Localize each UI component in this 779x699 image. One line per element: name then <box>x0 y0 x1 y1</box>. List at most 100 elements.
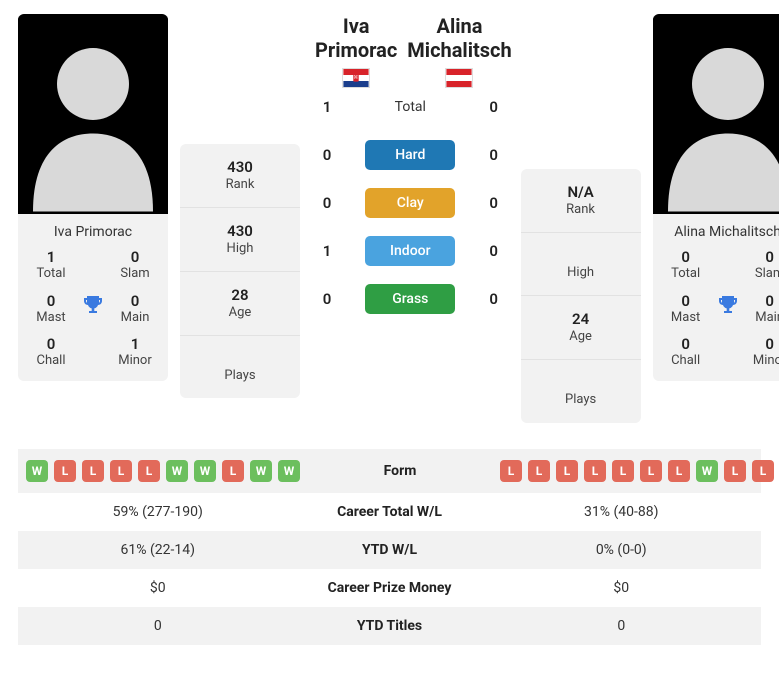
compare-table: WLLLLWWLWWFormLLLLLLLWLL59% (277-190)Car… <box>18 449 761 645</box>
form-loss-chip: L <box>222 460 244 482</box>
form-loss-chip: L <box>528 460 550 482</box>
form-loss-chip: L <box>752 460 774 482</box>
right-player-photo <box>653 14 779 214</box>
compare-right-value: 0% (0-0) <box>490 542 754 558</box>
left-big-name: Iva Primorac <box>312 14 400 62</box>
h2h-label: Grass <box>365 284 455 314</box>
top-section: Iva Primorac 1Total 0Slam 0Mast 0Main 0C… <box>18 14 761 423</box>
compare-label: YTD W/L <box>290 542 490 558</box>
compare-label: YTD Titles <box>290 618 490 634</box>
center-column: Iva Primorac Alina Michalitsch <box>312 14 509 314</box>
left-mast: 0Mast <box>36 292 65 326</box>
avatar-silhouette-icon <box>653 14 779 214</box>
h2h-row-grass: 0 Grass 0 <box>312 284 509 314</box>
form-win-chip: W <box>250 460 272 482</box>
form-loss-chip: L <box>54 460 76 482</box>
right-titles-grid: 0Total 0Slam 0Mast 0Main 0Chall 0Minor <box>653 248 779 381</box>
left-stat-card: 430Rank 430High 28Age Plays <box>180 144 300 398</box>
h2h-row-total: 1 Total 0 <box>312 92 509 122</box>
compare-right-value: $0 <box>490 580 754 596</box>
avatar-silhouette-icon <box>18 14 168 214</box>
compare-left-value: WLLLLWWLWW <box>26 460 300 482</box>
h2h-label: Hard <box>365 140 455 170</box>
right-main: 0Main <box>755 292 779 326</box>
left-total: 1Total <box>36 248 65 282</box>
left-chall: 0Chall <box>36 335 65 369</box>
compare-left-value: 61% (22-14) <box>26 542 290 558</box>
h2h-right-value: 0 <box>489 242 498 260</box>
left-plays: Plays <box>180 336 300 398</box>
left-rank: 430Rank <box>180 144 300 208</box>
form-loss-chip: L <box>110 460 132 482</box>
right-player-card: Alina Michalitsch 0Total 0Slam 0Mast 0Ma… <box>653 14 779 381</box>
compare-label: Form <box>300 463 500 479</box>
left-titles-grid: 1Total 0Slam 0Mast 0Main 0Chall 1Minor <box>18 248 168 381</box>
name-row: Iva Primorac Alina Michalitsch <box>312 14 509 88</box>
left-player-photo <box>18 14 168 214</box>
trophy-icon <box>81 294 105 322</box>
compare-left-value: $0 <box>26 580 290 596</box>
right-mast: 0Mast <box>671 292 700 326</box>
form-loss-chip: L <box>640 460 662 482</box>
compare-row: 59% (277-190)Career Total W/L31% (40-88) <box>18 493 761 531</box>
right-name-block: Alina Michalitsch <box>410 14 508 88</box>
h2h-table: 1 Total 0 0 Hard 0 0 Clay 0 1 Indoor 0 0 Grass 0 <box>312 92 509 314</box>
h2h-left-value: 0 <box>323 194 332 212</box>
compare-left-value: 0 <box>26 618 290 634</box>
compare-row: 0YTD Titles0 <box>18 607 761 645</box>
compare-label: Career Prize Money <box>290 580 490 596</box>
compare-row: 61% (22-14)YTD W/L0% (0-0) <box>18 531 761 569</box>
right-total: 0Total <box>671 248 700 282</box>
form-loss-chip: L <box>556 460 578 482</box>
compare-right-value: 31% (40-88) <box>490 504 754 520</box>
compare-right-value: 0 <box>490 618 754 634</box>
h2h-label: Clay <box>365 188 455 218</box>
form-loss-chip: L <box>724 460 746 482</box>
right-minor: 0Minor <box>753 335 779 369</box>
h2h-left-value: 1 <box>323 242 332 260</box>
compare-right-value: LLLLLLLWLL <box>500 460 774 482</box>
left-name-block: Iva Primorac <box>312 14 400 88</box>
austria-flag-icon <box>445 68 473 88</box>
left-minor: 1Minor <box>118 335 152 369</box>
form-loss-chip: L <box>82 460 104 482</box>
form-list: LLLLLLLWLL <box>500 460 774 482</box>
left-slam: 0Slam <box>120 248 149 282</box>
h2h-left-value: 0 <box>323 146 332 164</box>
form-win-chip: W <box>278 460 300 482</box>
right-plays: Plays <box>521 360 641 422</box>
h2h-label: Indoor <box>365 236 455 266</box>
right-slam: 0Slam <box>755 248 779 282</box>
right-big-name: Alina Michalitsch <box>407 14 511 62</box>
form-win-chip: W <box>194 460 216 482</box>
compare-row: $0Career Prize Money$0 <box>18 569 761 607</box>
h2h-right-value: 0 <box>489 194 498 212</box>
form-loss-chip: L <box>138 460 160 482</box>
compare-row: WLLLLWWLWWFormLLLLLLLWLL <box>18 449 761 493</box>
h2h-row-hard: 0 Hard 0 <box>312 140 509 170</box>
form-win-chip: W <box>696 460 718 482</box>
h2h-label: Total <box>365 92 455 122</box>
right-rank: N/ARank <box>521 169 641 233</box>
trophy-icon <box>716 294 740 322</box>
h2h-row-clay: 0 Clay 0 <box>312 188 509 218</box>
right-chall: 0Chall <box>671 335 700 369</box>
form-loss-chip: L <box>500 460 522 482</box>
h2h-row-indoor: 1 Indoor 0 <box>312 236 509 266</box>
h2h-right-value: 0 <box>489 98 498 116</box>
h2h-right-value: 0 <box>489 146 498 164</box>
form-loss-chip: L <box>584 460 606 482</box>
right-high: High <box>521 233 641 296</box>
compare-label: Career Total W/L <box>290 504 490 520</box>
left-age: 28Age <box>180 272 300 336</box>
form-win-chip: W <box>26 460 48 482</box>
form-loss-chip: L <box>668 460 690 482</box>
left-high: 430High <box>180 208 300 272</box>
h2h-left-value: 1 <box>323 98 332 116</box>
left-player-card: Iva Primorac 1Total 0Slam 0Mast 0Main 0C… <box>18 14 168 381</box>
form-list: WLLLLWWLWW <box>26 460 300 482</box>
h2h-right-value: 0 <box>489 290 498 308</box>
left-player-name: Iva Primorac <box>18 214 168 248</box>
form-win-chip: W <box>166 460 188 482</box>
h2h-left-value: 0 <box>323 290 332 308</box>
